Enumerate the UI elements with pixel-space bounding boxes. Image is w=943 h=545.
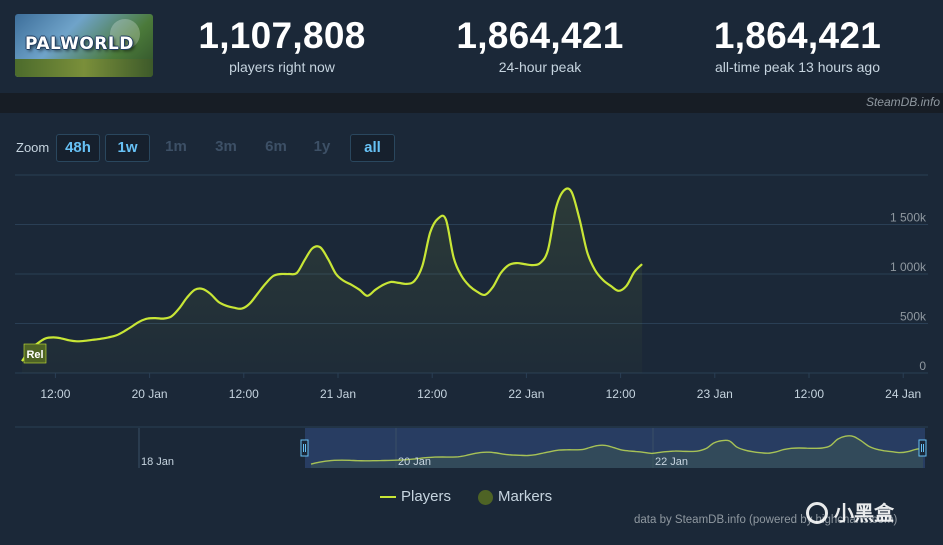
stats-panel: PALWORLD 1,107,808 players right now 1,8… — [0, 0, 943, 93]
y-tick-label: 1 000k — [890, 260, 927, 274]
zoom-all-button[interactable]: all — [350, 134, 395, 162]
x-tick-label: 24 Jan — [885, 387, 921, 401]
logo-decoration — [110, 19, 140, 49]
x-tick-label: 12:00 — [606, 387, 636, 401]
stat-label: 24-hour peak — [498, 59, 582, 75]
stat-label: all-time peak 13 hours ago — [715, 59, 880, 75]
zoom-1y-button[interactable]: 1y — [313, 138, 331, 155]
navigator-handle-right — [918, 439, 927, 457]
navigator-line — [310, 435, 924, 465]
stat-label: players right now — [229, 59, 335, 75]
stat-value: 1,864,421 — [713, 15, 882, 56]
game-logo-text: PALWORLD — [25, 34, 134, 54]
zoom-3m-button[interactable]: 3m — [215, 138, 237, 155]
game-logo[interactable]: PALWORLD — [15, 14, 153, 77]
navigator-label: 22 Jan — [655, 456, 688, 468]
legend-item-players[interactable]: Players — [380, 488, 451, 505]
stat-current-players: 1,107,808 players right now — [192, 16, 372, 76]
x-tick-label: 12:00 — [229, 387, 259, 401]
logo-decoration — [15, 59, 153, 77]
data-credit[interactable]: data by SteamDB.info (powered by highcha… — [634, 514, 898, 526]
navigator-grid — [138, 428, 654, 468]
zoom-6m-button[interactable]: 6m — [265, 138, 287, 155]
x-tick-label: 21 Jan — [320, 387, 356, 401]
stat-value: 1,864,421 — [456, 15, 624, 56]
source-watermark: SteamDB.info — [865, 95, 940, 109]
legend-label: Markers — [498, 488, 553, 505]
stat-value: 1,107,808 — [198, 15, 366, 56]
navigator-area — [311, 435, 923, 468]
zoom-1w-button[interactable]: 1w — [105, 134, 150, 162]
x-axis-ticks: 12:00 20 Jan 12:00 21 Jan 12:00 22 Jan 12:00 23… — [40, 373, 921, 401]
zoom-1m-button[interactable]: 1m — [165, 138, 187, 155]
brand-watermark: 小黑盒 — [806, 497, 894, 526]
y-tick-label: 500k — [900, 310, 927, 324]
y-tick-label: 0 — [919, 359, 926, 373]
zoom-label: Zoom — [16, 140, 50, 155]
x-tick-label: 12:00 — [417, 387, 447, 401]
navigator-handle-left — [300, 439, 309, 457]
players-area — [22, 188, 643, 373]
zoom-48h-button[interactable]: 48h — [56, 134, 100, 162]
legend-item-markers[interactable]: Markers — [478, 488, 552, 505]
stat-all-time-peak: 1,864,421 all-time peak 13 hours ago — [700, 16, 895, 76]
circle-swatch-icon — [478, 489, 493, 505]
players-line — [21, 187, 643, 362]
navigator: 18 Jan 20 Jan 22 Jan — [15, 426, 928, 468]
x-tick-label: 12:00 — [794, 387, 824, 401]
x-tick-label: 20 Jan — [132, 387, 168, 401]
stat-24h-peak: 1,864,421 24-hour peak — [445, 16, 635, 76]
navigator-label: 18 Jan — [141, 456, 174, 468]
marker-flag: Rel — [23, 343, 47, 364]
y-axis-ticks: 0 500k 1 000k 1 500k — [890, 211, 927, 374]
x-tick-label: 23 Jan — [697, 387, 733, 401]
x-tick-label: 12:00 — [40, 387, 70, 401]
y-tick-label: 1 500k — [890, 211, 927, 225]
brand-logo-icon — [806, 502, 828, 524]
navigator-labels: 18 Jan 20 Jan 22 Jan — [141, 456, 688, 468]
legend-label: Players — [401, 488, 452, 505]
marker-flag-label: Rel — [26, 349, 43, 361]
navigator-label: 20 Jan — [398, 456, 431, 468]
line-swatch-icon — [380, 496, 396, 499]
brand-text: 小黑盒 — [834, 503, 894, 525]
x-tick-label: 22 Jan — [508, 387, 544, 401]
